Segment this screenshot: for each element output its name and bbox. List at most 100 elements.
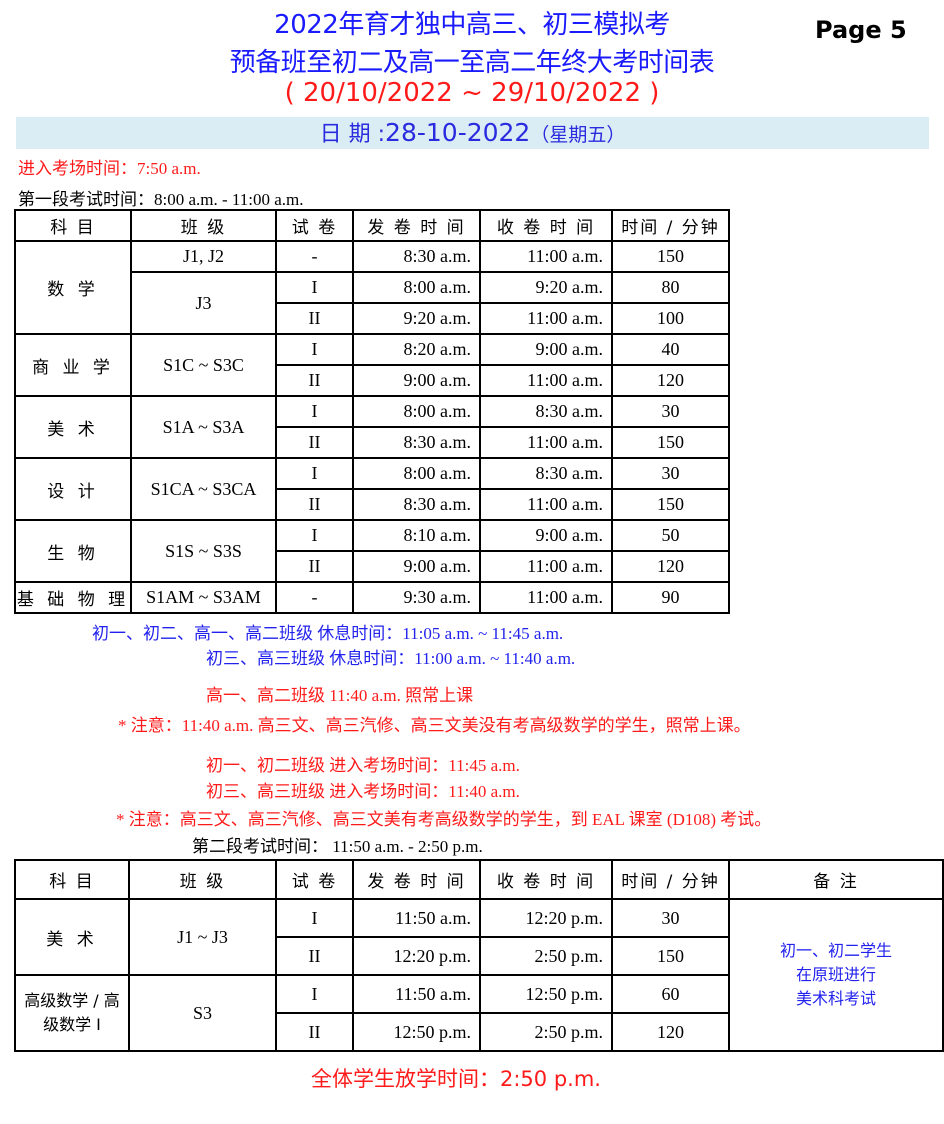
entry-note-2: 初三、高三班级 进入考场时间：11:40 a.m. bbox=[206, 782, 520, 801]
start-time-cell: 8:30 a.m. bbox=[352, 426, 481, 459]
remark-line: 美术科考试 bbox=[795, 989, 876, 1008]
weekday: （星期五） bbox=[530, 124, 626, 146]
start-time-cell: 8:00 a.m. bbox=[352, 395, 481, 428]
column-header: 发 卷 时 间 bbox=[352, 859, 481, 900]
remark-cell: 初一、初二学生 在原班进行 美术科考试 bbox=[728, 898, 944, 1052]
start-time-cell: 12:50 p.m. bbox=[352, 1012, 481, 1052]
paper-cell: II bbox=[275, 364, 354, 397]
duration-cell: 40 bbox=[611, 333, 730, 366]
attention-note-2: * 注意：高三文、高三汽修、高三文美有考高级数学的学生，到 EAL 课室 (D1… bbox=[116, 810, 772, 829]
subject-cell: 商 业 学 bbox=[14, 333, 132, 397]
table-row: 美 术 J1 ~ J3 I 11:50 a.m. 12:20 p.m. 30 初一、初二学生… bbox=[14, 898, 944, 1052]
start-time-cell: 11:50 a.m. bbox=[352, 974, 481, 1014]
page-number: Page 5 bbox=[815, 16, 907, 44]
end-time-cell: 9:20 a.m. bbox=[479, 271, 613, 304]
end-time-cell: 8:30 a.m. bbox=[479, 457, 613, 490]
paper-cell: I bbox=[275, 333, 354, 366]
date-value: 28-10-2022 bbox=[385, 118, 531, 147]
end-time-cell: 11:00 a.m. bbox=[479, 426, 613, 459]
start-time-cell: 8:00 a.m. bbox=[352, 271, 481, 304]
class-cell: S1A ~ S3A bbox=[130, 395, 277, 459]
header-row: 科 目班 级试 卷发 卷 时 间收 卷 时 间时间 / 分钟备 注 bbox=[14, 859, 944, 900]
duration-cell: 30 bbox=[611, 898, 730, 938]
table-row: 高级数学 / 高级数学 I S3 I 11:50 a.m. 12:50 p.m. 60 bbox=[14, 974, 943, 1052]
start-time-cell: 11:50 a.m. bbox=[352, 898, 481, 938]
session2-table: 科 目班 级试 卷发 卷 时 间收 卷 时 间时间 / 分钟备 注美 术 J1 ~… bbox=[14, 859, 944, 1052]
end-time-cell: 11:00 a.m. bbox=[479, 550, 613, 583]
paper-cell: II bbox=[275, 426, 354, 459]
subject-cell: 设 计 bbox=[14, 457, 132, 521]
start-time-cell: 12:20 p.m. bbox=[352, 936, 481, 976]
session1-table: 科 目班 级试 卷发 卷 时 间收 卷 时 间时间 / 分钟数 学 J1, J2-… bbox=[14, 209, 730, 614]
start-time-cell: 9:00 a.m. bbox=[352, 364, 481, 397]
paper-cell: I bbox=[275, 457, 354, 490]
table-row: 基 础 物 理 S1AM ~ S3AM -9:30 a.m. 11:00 a.m. 90 bbox=[14, 581, 730, 614]
column-header: 收 卷 时 间 bbox=[479, 209, 613, 242]
paper-cell: - bbox=[275, 240, 354, 273]
paper-cell: I bbox=[275, 271, 354, 304]
start-time-cell: 8:30 a.m. bbox=[352, 240, 481, 273]
column-header: 科 目 bbox=[14, 859, 130, 900]
paper-cell: II bbox=[275, 550, 354, 583]
table-row: 美 术 S1A ~ S3A I 8:00 a.m. 8:30 a.m. 30 bbox=[14, 395, 730, 459]
subject-cell: 基 础 物 理 bbox=[14, 581, 132, 614]
class-cell: S3 bbox=[128, 974, 277, 1052]
column-header: 试 卷 bbox=[275, 859, 354, 900]
duration-cell: 150 bbox=[611, 488, 730, 521]
break-note-2: 初三、高三班级 休息时间：11:00 a.m. ~ 11:40 a.m. bbox=[206, 649, 576, 668]
date-range: ( 20/10/2022 ~ 29/10/2022 ) bbox=[284, 78, 660, 108]
subject-cell: 美 术 bbox=[14, 395, 132, 459]
duration-cell: 150 bbox=[611, 426, 730, 459]
end-time-cell: 2:50 p.m. bbox=[479, 936, 613, 976]
table-row: II 12:50 p.m. 2:50 p.m. 120 bbox=[15, 1012, 943, 1052]
attention-note-1: * 注意：11:40 a.m. 高三文、高三汽修、高三文美没有考高级数学的学生，… bbox=[118, 716, 751, 735]
class-resume-note: 高一、高二班级 11:40 a.m. 照常上课 bbox=[206, 686, 474, 705]
column-header: 时间 / 分钟 bbox=[611, 859, 730, 900]
paper-cell: II bbox=[275, 488, 354, 521]
duration-cell: 120 bbox=[611, 550, 730, 583]
class-cell: J3 bbox=[130, 271, 277, 335]
end-time-cell: 2:50 p.m. bbox=[479, 1012, 613, 1052]
remark-line: 在原班进行 bbox=[795, 965, 876, 984]
end-time-cell: 8:30 a.m. bbox=[479, 395, 613, 428]
class-cell: J1 ~ J3 bbox=[128, 898, 277, 976]
table-row: 商 业 学 S1C ~ S3C I 8:20 a.m. 9:00 a.m. 40 bbox=[14, 333, 730, 397]
subject-cell: 美 术 bbox=[14, 898, 130, 976]
end-time-cell: 9:00 a.m. bbox=[479, 519, 613, 552]
end-time-cell: 9:00 a.m. bbox=[479, 333, 613, 366]
end-time-cell: 11:00 a.m. bbox=[479, 488, 613, 521]
start-time-cell: 8:30 a.m. bbox=[352, 488, 481, 521]
start-time-cell: 8:00 a.m. bbox=[352, 457, 481, 490]
duration-cell: 120 bbox=[611, 364, 730, 397]
duration-cell: 30 bbox=[611, 395, 730, 428]
class-cell: S1CA ~ S3CA bbox=[130, 457, 277, 521]
end-time-cell: 11:00 a.m. bbox=[479, 364, 613, 397]
class-cell: S1AM ~ S3AM bbox=[130, 581, 277, 614]
table-row: II 9:00 a.m. 11:00 a.m. 120 bbox=[15, 364, 730, 397]
table-row: II 8:30 a.m. 11:00 a.m. 150 bbox=[15, 488, 730, 521]
table-row: II 12:20 p.m. 2:50 p.m. 150 bbox=[15, 936, 943, 976]
header-row: 科 目班 级试 卷发 卷 时 间收 卷 时 间时间 / 分钟 bbox=[14, 209, 730, 242]
session1-title: 第一段考试时间：8:00 a.m. - 11:00 a.m. bbox=[18, 190, 304, 209]
paper-cell: II bbox=[275, 936, 354, 976]
break-note-1: 初一、初二、高一、高二班级 休息时间：11:05 a.m. ~ 11:45 a.… bbox=[92, 624, 564, 643]
table-row: 数 学 J1, J2-8:30 a.m. 11:00 a.m. 150 bbox=[14, 240, 730, 335]
title-line-1: 2022年育才独中高三、初三模拟考 bbox=[274, 10, 670, 40]
start-time-cell: 8:20 a.m. bbox=[352, 333, 481, 366]
start-time-cell: 8:10 a.m. bbox=[352, 519, 481, 552]
duration-cell: 30 bbox=[611, 457, 730, 490]
column-header: 备 注 bbox=[728, 859, 944, 900]
column-header: 班 级 bbox=[130, 209, 277, 242]
duration-cell: 50 bbox=[611, 519, 730, 552]
entry-note-1: 初一、初二班级 进入考场时间：11:45 a.m. bbox=[206, 756, 520, 775]
paper-cell: I bbox=[275, 898, 354, 938]
start-time-cell: 9:00 a.m. bbox=[352, 550, 481, 583]
class-cell: S1S ~ S3S bbox=[130, 519, 277, 583]
end-time-cell: 12:20 p.m. bbox=[479, 898, 613, 938]
duration-cell: 150 bbox=[611, 240, 730, 273]
date-label: 日 期 : bbox=[319, 122, 386, 147]
start-time-cell: 9:20 a.m. bbox=[352, 302, 481, 335]
column-header: 试 卷 bbox=[275, 209, 354, 242]
column-header: 科 目 bbox=[14, 209, 132, 242]
session2-title: 第二段考试时间： 11:50 a.m. - 2:50 p.m. bbox=[192, 837, 483, 856]
